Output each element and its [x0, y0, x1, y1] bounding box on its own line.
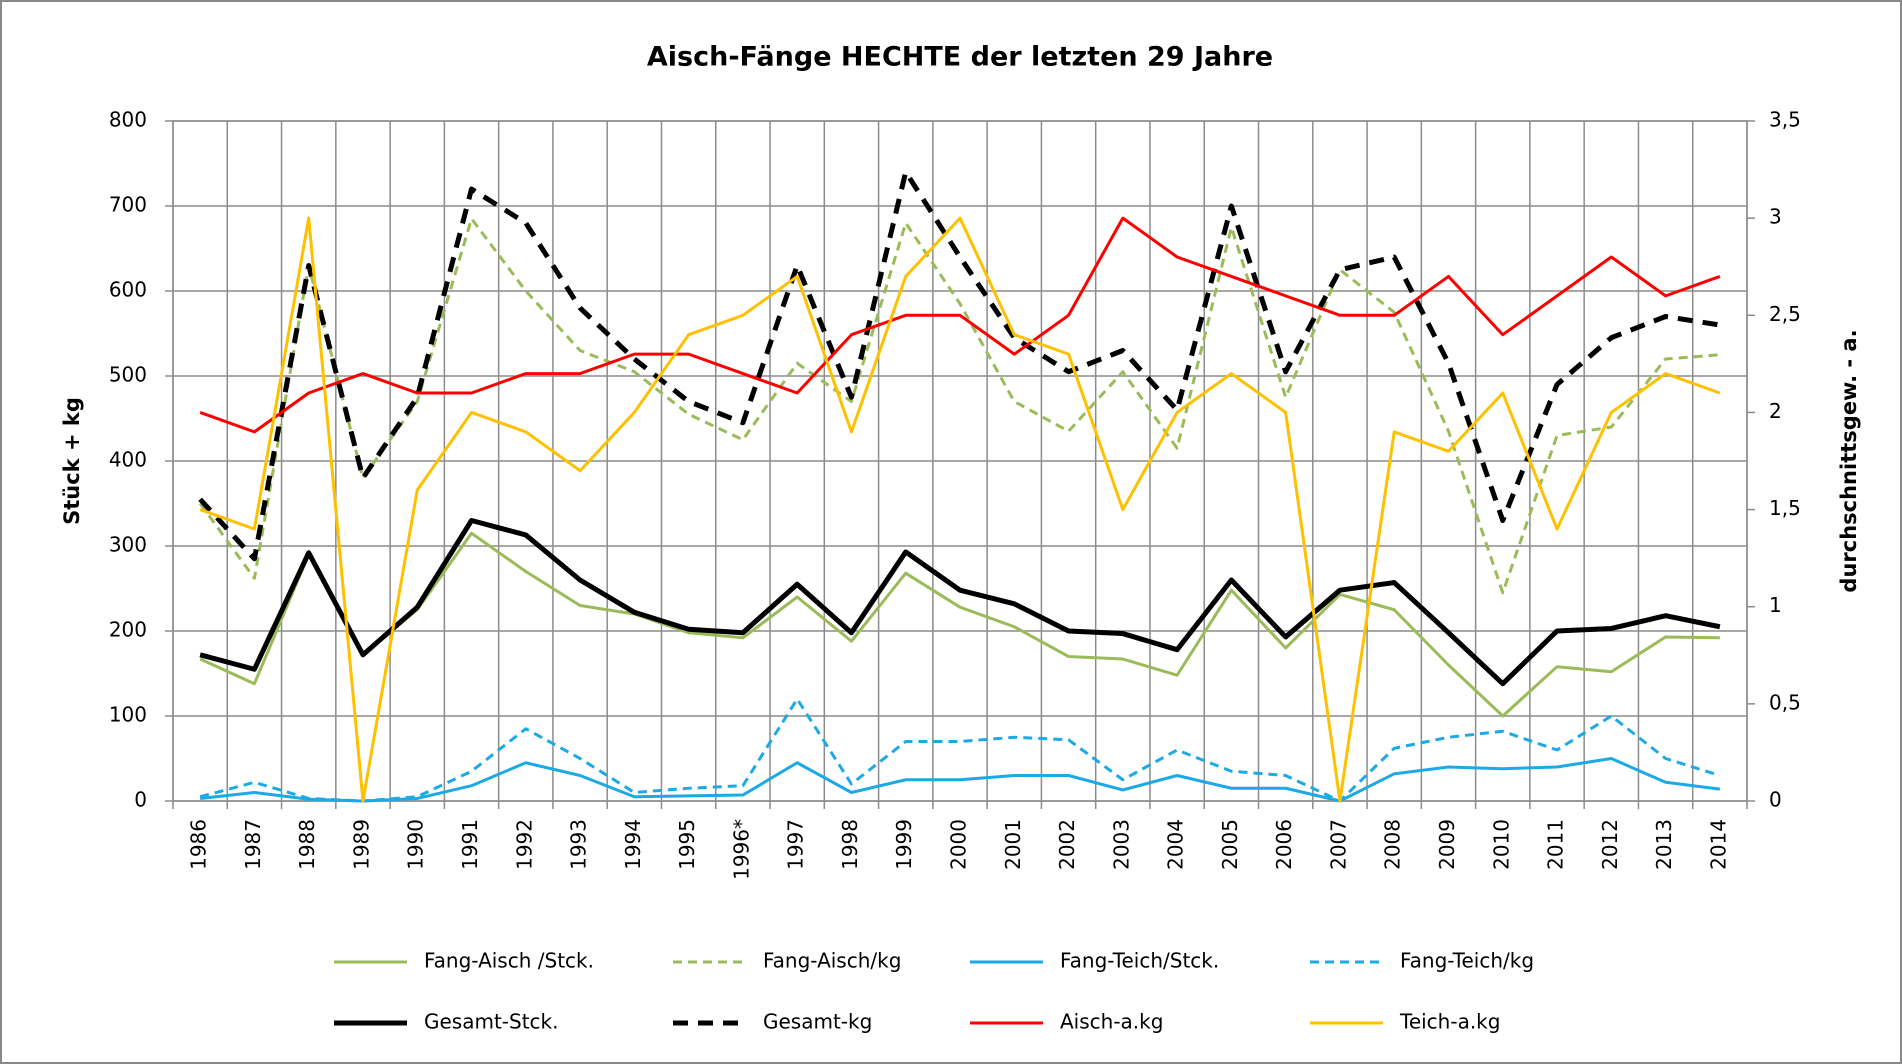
- chart-title: Aisch-Fänge HECHTE der letzten 29 Jahre: [647, 42, 1273, 73]
- legend-label: Fang-Aisch /Stck.: [424, 949, 594, 973]
- x-tick-label: 1991: [458, 819, 482, 870]
- y-tick-label: 100: [109, 703, 147, 727]
- y2-tick-label: 2: [1769, 399, 1782, 423]
- y-tick-label: 600: [109, 278, 147, 302]
- legend-label: Gesamt-kg: [763, 1010, 872, 1034]
- series-line: [198, 217, 1720, 595]
- x-tick-label: 2000: [947, 819, 971, 870]
- plot-area: [172, 120, 1748, 802]
- x-tick-label: 1986: [187, 819, 211, 870]
- x-tick-label: 1998: [838, 819, 862, 870]
- x-tick-label: 1997: [784, 819, 808, 870]
- series-line: [198, 169, 1721, 562]
- y-tick-label: 300: [109, 533, 147, 557]
- y2-tick-label: 1,5: [1769, 496, 1801, 520]
- legend-label: Aisch-a.kg: [1060, 1010, 1163, 1034]
- y2-tick-label: 3,5: [1769, 108, 1801, 132]
- x-tick-label: 1996*: [729, 819, 753, 880]
- x-tick-label: 2013: [1652, 819, 1676, 870]
- series-line: [199, 216, 1721, 803]
- x-tick-label: 2011: [1544, 819, 1568, 870]
- y-tick-label: 800: [109, 108, 147, 132]
- x-tick-label: 1990: [404, 819, 428, 870]
- legend-label: Gesamt-Stck.: [424, 1010, 559, 1034]
- y2-tick-label: 0,5: [1769, 690, 1801, 714]
- y2-tick-label: 1: [1769, 593, 1782, 617]
- x-tick-label: 2003: [1109, 819, 1133, 870]
- x-tick-label: 2005: [1218, 819, 1242, 870]
- x-tick-label: 2007: [1326, 819, 1350, 870]
- x-tick-label: 2001: [1001, 819, 1025, 870]
- x-tick-label: 1987: [241, 819, 265, 870]
- x-tick-label: 1988: [295, 819, 319, 870]
- y-tick-label: 200: [109, 618, 147, 642]
- legend-label: Fang-Teich/Stck.: [1060, 949, 1219, 973]
- x-tick-label: 2010: [1489, 819, 1513, 870]
- series-line: [199, 531, 1720, 718]
- y-tick-label: 700: [109, 193, 147, 217]
- x-tick-label: 2009: [1435, 819, 1459, 870]
- y-tick-label: 500: [109, 363, 147, 387]
- legend-label: Teich-a.kg: [1399, 1010, 1500, 1034]
- x-tick-label: 2004: [1164, 819, 1188, 870]
- x-tick-label: 2008: [1381, 819, 1405, 870]
- x-tick-label: 1994: [621, 819, 645, 870]
- x-tick-label: 1993: [567, 819, 591, 870]
- x-tick-label: 1999: [892, 819, 916, 870]
- series-line: [199, 757, 1721, 803]
- x-tick-label: 2012: [1598, 819, 1622, 870]
- x-tick-label: 2006: [1272, 819, 1296, 870]
- y-tick-label: 0: [134, 788, 147, 812]
- series-line: [199, 518, 1721, 687]
- y2-tick-label: 0: [1769, 788, 1782, 812]
- y2-tick-label: 2,5: [1769, 302, 1801, 326]
- x-tick-label: 1989: [349, 819, 373, 870]
- x-tick-label: 1992: [512, 819, 536, 870]
- legend-label: Fang-Teich/kg: [1400, 949, 1534, 973]
- y2-axis-label: durchschnittsgew. - a.: [1837, 329, 1861, 592]
- series-line: [199, 697, 1721, 803]
- x-tick-label: 1995: [675, 819, 699, 870]
- legend-label: Fang-Aisch/kg: [763, 949, 901, 973]
- y2-tick-label: 3: [1769, 205, 1782, 229]
- y-tick-label: 400: [109, 448, 147, 472]
- x-tick-label: 2014: [1706, 819, 1730, 870]
- y-axis-label: Stück + kg: [60, 397, 84, 525]
- series-line: [199, 216, 1721, 434]
- x-tick-label: 2002: [1055, 819, 1079, 870]
